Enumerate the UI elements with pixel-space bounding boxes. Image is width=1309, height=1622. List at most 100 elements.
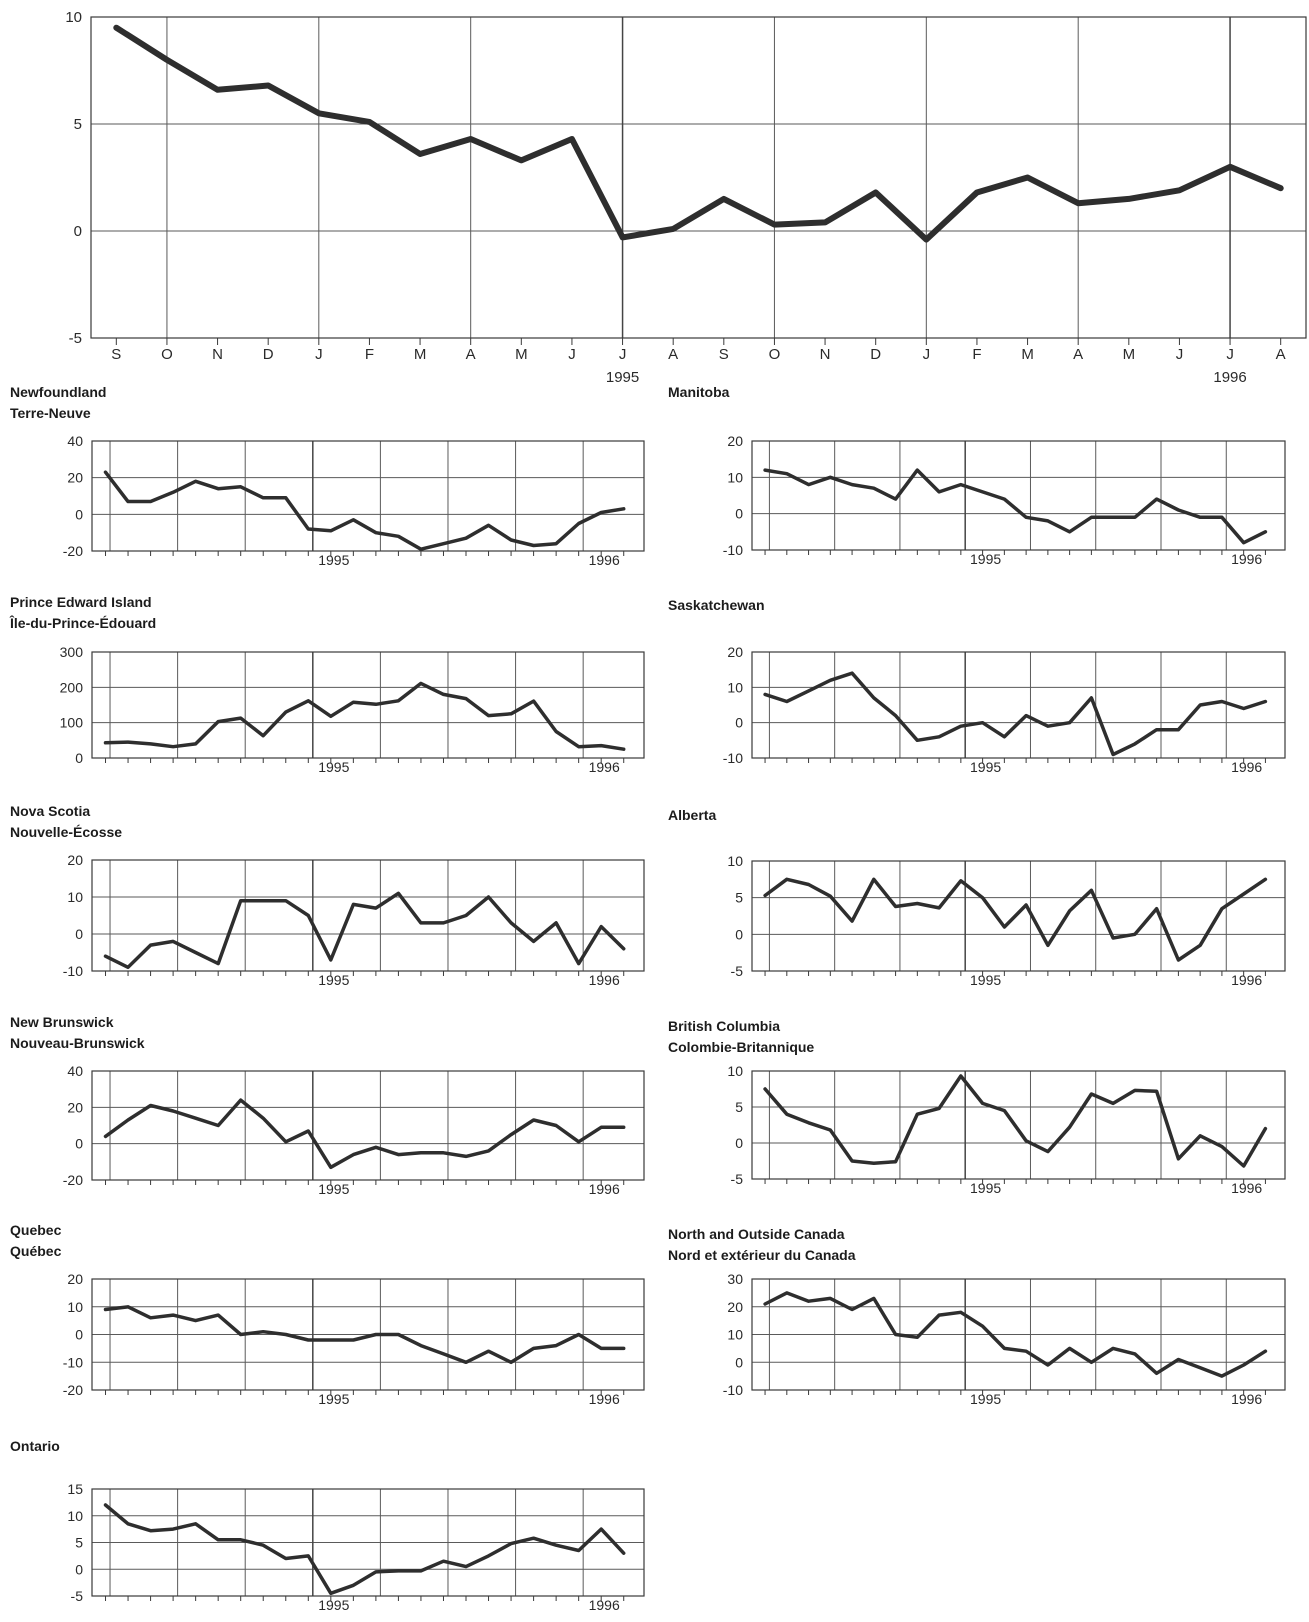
data-point [374, 1333, 377, 1336]
data-point [1112, 1102, 1115, 1105]
data-point [532, 1347, 535, 1350]
data-point [577, 1333, 580, 1336]
data-point [442, 542, 445, 545]
data-point [1264, 1127, 1267, 1130]
year-label: 1996 [1231, 1180, 1262, 1196]
y-tick-label: -5 [731, 1171, 744, 1187]
data-point [872, 1297, 875, 1300]
data-point [217, 1538, 220, 1541]
data-point [172, 940, 175, 943]
data-point [916, 902, 919, 905]
data-point [1220, 700, 1223, 703]
data-point [981, 721, 984, 724]
y-tick-label: 0 [735, 1135, 743, 1151]
data-point [916, 739, 919, 742]
data-point [1046, 1364, 1049, 1367]
data-point [824, 221, 827, 224]
y-tick-label: 0 [735, 926, 743, 942]
data-point [442, 693, 445, 696]
chart-title: Nouvelle-Écosse [10, 824, 122, 840]
data-point [981, 1102, 984, 1105]
x-tick-label: A [466, 346, 476, 363]
data-point [785, 1113, 788, 1116]
x-tick-label: N [820, 346, 831, 363]
y-tick-label: 10 [727, 469, 743, 485]
data-point [577, 962, 580, 965]
x-tick-label: D [263, 346, 274, 363]
y-tick-label: 0 [735, 1354, 743, 1370]
year-label: 1995 [970, 759, 1001, 775]
y-tick-label: -10 [723, 1382, 743, 1398]
data-point [851, 1308, 854, 1311]
year-label: 1996 [1213, 369, 1246, 386]
data-point [262, 1330, 265, 1333]
x-tick-label: A [668, 346, 678, 363]
y-tick-label: 5 [735, 890, 743, 906]
data-point [938, 735, 941, 738]
data-point [532, 1537, 535, 1540]
data-point [829, 895, 832, 898]
y-tick-label: 200 [60, 679, 84, 695]
chart-title: Nova Scotia [10, 803, 90, 819]
data-point [510, 712, 513, 715]
data-point [262, 734, 265, 737]
y-tick-label: 10 [67, 1508, 83, 1524]
data-point [1133, 933, 1136, 936]
chart-title: Quebec [10, 1222, 62, 1238]
y-tick-label: 5 [74, 116, 82, 133]
data-point [600, 1347, 603, 1350]
y-tick-label: 20 [67, 1271, 83, 1287]
y-tick-label: 20 [727, 433, 743, 449]
data-point [532, 544, 535, 547]
year-label: 1996 [589, 1181, 620, 1197]
y-tick-label: -10 [63, 1354, 83, 1370]
data-point [307, 699, 310, 702]
x-tick-label: M [1021, 346, 1034, 363]
data-point [239, 1333, 242, 1336]
data-point [284, 496, 287, 499]
data-point [217, 487, 220, 490]
y-tick-label: 10 [65, 9, 82, 26]
data-point [104, 955, 107, 958]
data-point [829, 1297, 832, 1300]
y-tick-label: 20 [67, 470, 83, 486]
y-tick-label: 10 [727, 1063, 743, 1079]
data-point [1003, 926, 1006, 929]
data-point [773, 223, 776, 226]
y-tick-label: 0 [75, 926, 83, 942]
data-point [1003, 498, 1006, 501]
data-point [284, 1557, 287, 1560]
series-line [763, 1291, 1268, 1378]
data-point [807, 689, 810, 692]
data-point [807, 1121, 810, 1124]
chart-quebec: Quebec Québec 20 10 0 -10 -20 1995 1996 [10, 1222, 645, 1407]
data-point [194, 1117, 197, 1120]
year-label: 1995 [970, 551, 1001, 567]
data-point [894, 1160, 897, 1163]
data-point [764, 693, 767, 696]
y-tick-label: -5 [71, 1588, 84, 1604]
data-point [894, 498, 897, 501]
y-tick-label: -10 [723, 542, 743, 558]
y-tick-label: 20 [67, 1099, 83, 1115]
data-point [352, 1339, 355, 1342]
data-point [127, 1522, 130, 1525]
series-line [103, 891, 626, 970]
data-point [510, 539, 513, 542]
data-point [851, 1160, 854, 1163]
data-point [722, 197, 725, 200]
y-tick-label: 10 [67, 889, 83, 905]
series-line [103, 1305, 626, 1365]
data-point [894, 905, 897, 908]
data-point [1199, 1134, 1202, 1137]
data-point [1220, 516, 1223, 519]
data-point [374, 1146, 377, 1149]
series-line [763, 1074, 1268, 1168]
data-point [959, 483, 962, 486]
data-point [785, 472, 788, 475]
data-point [1155, 1090, 1158, 1093]
data-point [469, 137, 472, 140]
y-tick-label: 10 [727, 853, 743, 869]
year-label: 1995 [318, 1181, 349, 1197]
chart-title: Ontario [10, 1438, 60, 1454]
